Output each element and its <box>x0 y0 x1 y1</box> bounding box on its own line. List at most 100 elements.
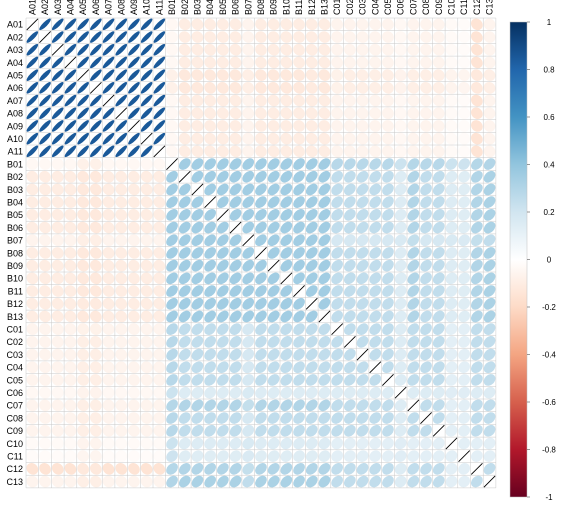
cell-A01-B08 <box>255 18 267 31</box>
cell-B10-B02 <box>178 272 191 285</box>
cell-A09-C07 <box>407 120 420 132</box>
cell-C09-C13 <box>483 424 496 437</box>
diagonal-mark-C05 <box>382 374 394 386</box>
cell-C05-B06 <box>229 374 242 386</box>
cell-C04-A05 <box>77 361 89 374</box>
diagonal-mark-A05 <box>77 69 90 82</box>
cell-B04-B09 <box>267 196 280 208</box>
cell-B12-C11 <box>458 297 470 310</box>
cell-A07-A06 <box>90 94 102 107</box>
cell-A01-C09 <box>432 18 445 31</box>
cell-B10-C03 <box>356 272 369 285</box>
cell-B10-B07 <box>242 272 255 285</box>
cell-B06-C09 <box>432 221 445 234</box>
cell-A01-B02 <box>178 18 191 31</box>
cell-C06-A09 <box>128 386 140 399</box>
cell-A02-B12 <box>305 31 318 43</box>
cell-C05-A08 <box>115 374 128 386</box>
cell-C01-A07 <box>102 323 115 335</box>
cell-A06-C03 <box>356 82 369 94</box>
row-label-B10: B10 <box>7 274 23 284</box>
cell-A10-C11 <box>458 132 470 145</box>
cell-B10-B06 <box>229 272 242 285</box>
cell-A05-A03 <box>51 69 64 81</box>
cell-A06-C05 <box>382 82 394 94</box>
cell-A01-C04 <box>369 18 382 31</box>
cell-B09-C11 <box>458 259 470 272</box>
cell-C05-B03 <box>191 374 204 386</box>
cell-A09-A06 <box>90 120 102 132</box>
cell-C08-A03 <box>51 412 64 424</box>
cell-C03-C11 <box>458 348 470 361</box>
cell-C08-C02 <box>344 412 356 424</box>
cell-A06-B13 <box>318 82 331 94</box>
cell-A11-B01 <box>166 145 178 158</box>
cell-C12-C02 <box>344 463 356 475</box>
cell-A08-C11 <box>458 107 470 120</box>
cell-B13-C12 <box>471 310 483 323</box>
cell-C07-C06 <box>394 399 407 412</box>
cell-B09-A06 <box>90 259 102 272</box>
cell-B11-C10 <box>445 285 458 297</box>
cell-B06-C10 <box>445 221 458 234</box>
cell-C13-B04 <box>204 475 216 488</box>
cell-B12-C07 <box>407 297 420 310</box>
cell-B10-C08 <box>420 272 432 285</box>
cell-C12-B06 <box>229 463 242 475</box>
diagonal-mark-C09 <box>432 424 445 437</box>
cell-A04-B06 <box>229 56 242 69</box>
cell-B11-C02 <box>344 285 356 297</box>
cell-B02-C08 <box>420 170 432 183</box>
cell-A03-C08 <box>420 43 432 56</box>
cell-C05-C10 <box>445 374 458 386</box>
cell-C09-B05 <box>217 424 229 437</box>
cell-A03-C02 <box>344 43 356 56</box>
cell-A08-A10 <box>140 107 153 120</box>
cell-A04-A10 <box>140 56 153 69</box>
cell-B03-B05 <box>217 183 229 196</box>
cell-C02-A04 <box>64 336 77 348</box>
cell-A06-A05 <box>77 82 89 94</box>
cell-B08-B06 <box>229 247 242 259</box>
cell-B08-C11 <box>458 247 470 259</box>
cell-C11-C08 <box>420 450 432 462</box>
cell-A01-A08 <box>115 18 128 31</box>
cell-B10-C13 <box>483 272 496 285</box>
cell-C05-A02 <box>39 374 51 386</box>
cell-A02-A03 <box>51 31 64 43</box>
cell-B13-A03 <box>51 310 64 323</box>
cell-B11-C04 <box>369 285 382 297</box>
cell-A05-B06 <box>229 69 242 81</box>
row-label-A06: A06 <box>7 83 23 93</box>
cell-C08-A04 <box>64 412 77 424</box>
cell-A07-C06 <box>394 94 407 107</box>
cell-A08-B10 <box>280 107 293 120</box>
cell-B05-C12 <box>471 209 483 221</box>
cell-A11-C08 <box>420 145 432 158</box>
cell-C04-B04 <box>204 361 216 374</box>
cell-C06-C05 <box>382 386 394 399</box>
cell-C06-C03 <box>356 386 369 399</box>
cell-C02-B01 <box>166 336 178 348</box>
diagonal-mark-A09 <box>128 120 140 132</box>
cell-C03-A06 <box>90 348 102 361</box>
cell-C12-C04 <box>369 463 382 475</box>
cell-B06-B13 <box>318 221 331 234</box>
cell-B01-B13 <box>318 158 331 170</box>
cell-B09-B04 <box>204 259 216 272</box>
cell-C01-B01 <box>166 323 178 335</box>
cell-B05-A08 <box>115 209 128 221</box>
cell-C02-A05 <box>77 336 89 348</box>
cell-B07-A07 <box>102 234 115 247</box>
cell-A01-C13 <box>483 18 496 31</box>
cell-B08-A06 <box>90 247 102 259</box>
matrix-grid <box>25 17 497 489</box>
row-label-C05: C05 <box>6 375 23 385</box>
cell-B10-C12 <box>471 272 483 285</box>
cell-C11-B09 <box>267 450 280 462</box>
cell-C11-C05 <box>382 450 394 462</box>
cell-C13-C05 <box>382 475 394 488</box>
cell-C01-C07 <box>407 323 420 335</box>
cell-B03-A10 <box>140 183 153 196</box>
cell-C07-B09 <box>267 399 280 412</box>
